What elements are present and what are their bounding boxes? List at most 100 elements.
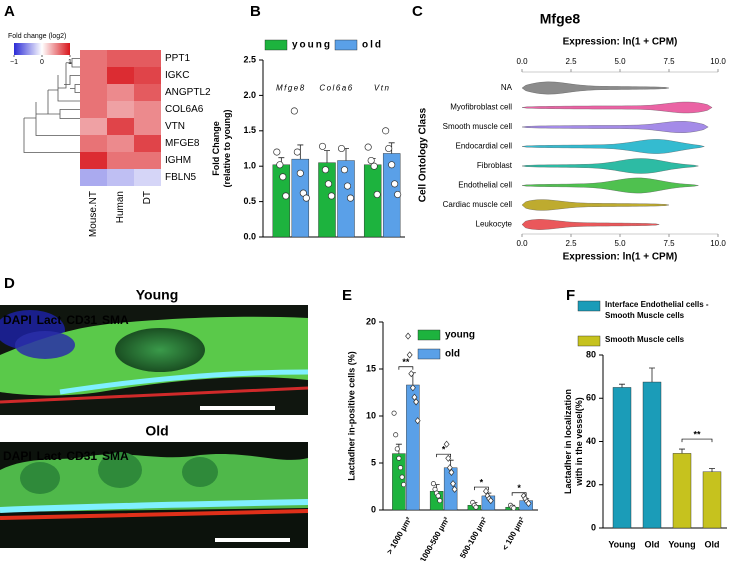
row-label: ANGPTL2 bbox=[165, 87, 211, 98]
column-label: DT bbox=[142, 191, 153, 204]
heatmap-cell bbox=[134, 84, 161, 101]
data-point bbox=[343, 182, 352, 190]
stain-label: CD31 bbox=[66, 449, 97, 463]
bar bbox=[642, 381, 662, 529]
heatmap-cell bbox=[107, 50, 134, 67]
data-point bbox=[394, 446, 400, 452]
data-point bbox=[293, 148, 301, 156]
category-label: Endothelial cell bbox=[458, 181, 512, 190]
image-title: Young bbox=[136, 287, 179, 303]
data-point bbox=[296, 169, 304, 177]
category-label: Myofibroblast cell bbox=[450, 103, 512, 112]
heatmap-cell bbox=[80, 135, 107, 152]
y-tick-label: 15 bbox=[366, 363, 376, 373]
data-point bbox=[337, 144, 346, 153]
data-point bbox=[414, 417, 421, 425]
y-tick-label: 20 bbox=[366, 316, 376, 326]
data-point bbox=[318, 142, 327, 150]
heatmap-cell bbox=[107, 152, 134, 169]
x-tick-label: Mfge8 bbox=[276, 83, 306, 92]
data-point bbox=[367, 156, 375, 165]
data-point bbox=[451, 485, 458, 493]
bar bbox=[612, 387, 632, 529]
significance-bracket bbox=[398, 366, 414, 370]
stain-label: DAPI bbox=[3, 313, 32, 327]
stain-label: CD31 bbox=[66, 313, 97, 327]
colorbar-tick-label: −1 bbox=[10, 59, 18, 66]
data-point bbox=[396, 455, 402, 461]
legend-swatch bbox=[577, 335, 601, 347]
data-point bbox=[279, 173, 287, 181]
x-tick-label: < 100 µm² bbox=[500, 515, 526, 552]
data-point bbox=[391, 180, 399, 188]
data-point bbox=[346, 194, 355, 202]
x-tick-label: Old bbox=[705, 539, 720, 549]
data-point bbox=[364, 143, 372, 151]
data-point bbox=[483, 487, 489, 495]
data-point bbox=[370, 162, 378, 170]
data-point bbox=[276, 161, 284, 169]
heatmap-cell bbox=[134, 67, 161, 84]
y-tick-label: 2.0 bbox=[243, 90, 256, 100]
stain-label: DAPI bbox=[3, 449, 32, 463]
violin bbox=[521, 139, 705, 154]
x-tick-label: 0.0 bbox=[516, 57, 528, 66]
stain-label: Lact bbox=[37, 449, 62, 463]
heatmap-cell bbox=[134, 101, 161, 118]
row-label: MFGE8 bbox=[165, 138, 200, 149]
image-title: Old bbox=[145, 423, 168, 439]
x-tick-label: 7.5 bbox=[663, 239, 675, 248]
category-label: Cardiac muscle cell bbox=[443, 200, 513, 209]
data-point bbox=[445, 454, 452, 462]
category-label: NA bbox=[501, 83, 513, 92]
x-tick-label: 10.0 bbox=[710, 57, 726, 66]
y-tick-label: 60 bbox=[586, 393, 596, 403]
y-tick-label: 10 bbox=[366, 410, 376, 420]
data-point bbox=[487, 497, 494, 505]
bar bbox=[702, 471, 722, 529]
data-point bbox=[388, 161, 396, 169]
data-point bbox=[409, 384, 416, 392]
data-point bbox=[435, 493, 441, 499]
data-point bbox=[397, 465, 404, 471]
error-bar bbox=[649, 367, 655, 383]
panel-label: F bbox=[566, 287, 575, 304]
legend-label: Smooth Muscle cells bbox=[605, 335, 685, 344]
panel-label: B bbox=[250, 3, 261, 20]
data-point bbox=[327, 192, 336, 200]
heatmap-cell bbox=[107, 84, 134, 101]
data-point bbox=[273, 148, 281, 156]
data-point bbox=[391, 410, 397, 416]
panel-label: A bbox=[4, 3, 15, 20]
stain-label: SMA bbox=[102, 313, 129, 327]
violin bbox=[521, 177, 699, 194]
data-point bbox=[413, 398, 420, 406]
data-point bbox=[448, 468, 455, 476]
significance-label: * bbox=[442, 445, 446, 455]
y-axis-label: Lactadher in localization bbox=[563, 389, 573, 494]
heatmap-cell bbox=[80, 67, 107, 84]
panel-label: E bbox=[342, 287, 352, 304]
x-axis-label: Expression: ln(1 + CPM) bbox=[563, 252, 678, 263]
error-bar bbox=[709, 468, 715, 472]
error-bar bbox=[619, 383, 625, 388]
heatmap-cell bbox=[134, 50, 161, 67]
colorbar bbox=[14, 43, 70, 55]
data-point bbox=[437, 498, 443, 504]
data-point bbox=[443, 440, 450, 448]
data-point bbox=[373, 190, 381, 199]
bar bbox=[392, 453, 406, 511]
data-point bbox=[401, 482, 407, 488]
y-tick-label: 2.5 bbox=[243, 54, 256, 64]
legend-swatch bbox=[577, 300, 601, 312]
data-point bbox=[393, 432, 399, 438]
x-tick-label: 7.5 bbox=[663, 57, 675, 66]
heatmap-cell bbox=[134, 152, 161, 169]
category-label: Smooth muscle cell bbox=[443, 122, 513, 131]
significance-label: ** bbox=[693, 429, 701, 439]
panel-label: C bbox=[412, 3, 423, 20]
y-axis-label: with in the vessel(%) bbox=[574, 397, 584, 487]
x-tick-label: 2.5 bbox=[565, 239, 577, 248]
significance-label: ** bbox=[402, 357, 410, 367]
